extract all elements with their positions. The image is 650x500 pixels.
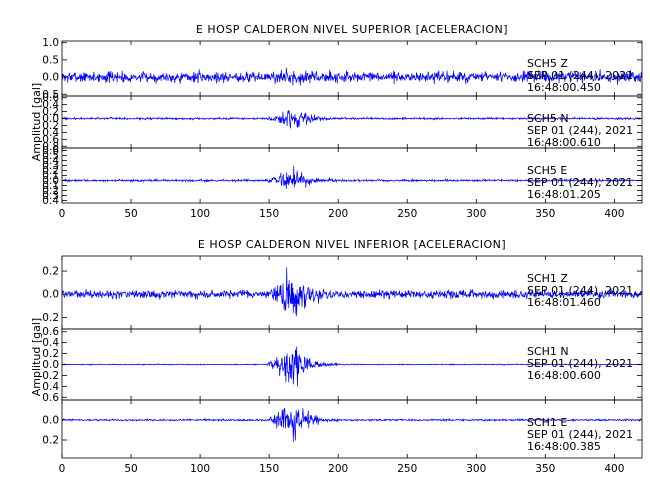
channel-annotation: 16:48:01.460 (527, 296, 601, 309)
waveform-line (61, 67, 643, 86)
y-tick-label: 0.6 (42, 392, 59, 404)
y-tick-label: 0.2 (42, 435, 59, 447)
y-tick-label: 1.0 (42, 37, 59, 49)
y-tick-label: 0.8 (42, 141, 59, 153)
waveform-line (61, 165, 643, 190)
x-tick-label: 100 (190, 208, 210, 220)
y-axis-label: Amplitud [gal] (30, 318, 43, 396)
channel-annotation: SCH1 E (527, 416, 567, 429)
x-tick-label: 200 (328, 463, 348, 475)
channel-annotation: SCH1 Z (527, 272, 568, 285)
y-tick-label: 0.2 (42, 185, 59, 197)
x-tick-label: 350 (535, 208, 555, 220)
y-tick-label: 0.4 (42, 155, 59, 167)
y-tick-label: 0.5 (42, 89, 59, 101)
panel-frame (61, 399, 643, 459)
channel-annotation: SCH5 Z (527, 57, 568, 70)
channel-annotation: SCH5 E (527, 164, 567, 177)
y-tick-label: 0.6 (42, 92, 59, 104)
channel-annotation: 16:48:00.385 (527, 440, 601, 453)
y-tick-label: 0.4 (42, 127, 59, 139)
x-tick-label: 350 (535, 463, 555, 475)
y-tick-label: 0.1 (42, 180, 59, 192)
channel-annotation: SEP 01 (244), 2021 (527, 69, 633, 82)
x-tick-label: 0 (59, 208, 66, 220)
y-tick-label: 0.2 (42, 370, 59, 382)
x-tick-label: 300 (466, 208, 486, 220)
channel-annotation: SCH1 N (527, 345, 569, 358)
y-tick-label: 0.0 (42, 289, 59, 301)
x-tick-label: 150 (259, 208, 279, 220)
channel-annotation: 16:48:01.205 (527, 188, 601, 201)
y-tick-label: 0.0 (42, 72, 59, 84)
y-tick-label: 0.0 (42, 175, 59, 187)
channel-annotation: 16:48:00.450 (527, 81, 601, 94)
y-tick-label: 0.0 (42, 415, 59, 427)
chart-title: E HOSP CALDERON NIVEL SUPERIOR [ACELERAC… (196, 23, 508, 36)
y-tick-label: 0.3 (42, 190, 59, 202)
y-tick-label: 0.6 (42, 145, 59, 157)
y-axis-label: Amplitud [gal] (30, 83, 43, 161)
y-tick-label: 0.5 (42, 150, 59, 162)
y-tick-label: 0.0 (42, 359, 59, 371)
y-tick-label: 0.2 (42, 120, 59, 132)
y-tick-label: 0.0 (42, 113, 59, 125)
y-tick-label: 0.4 (42, 381, 59, 393)
channel-annotation: 16:48:00.610 (527, 136, 601, 149)
channel-annotation: SEP 01 (244), 2021 (527, 428, 633, 441)
lower-level-figure: E HOSP CALDERON NIVEL INFERIOR [ACELERAC… (30, 238, 643, 475)
y-tick-label: 0.6 (42, 326, 59, 338)
waveform-line (61, 407, 643, 442)
chart-title: E HOSP CALDERON NIVEL INFERIOR [ACELERAC… (198, 238, 506, 251)
waveform-line (62, 346, 643, 387)
channel-annotation: SEP 01 (244), 2021 (527, 357, 633, 370)
y-tick-label: 0.2 (42, 312, 59, 324)
x-tick-label: 250 (397, 463, 417, 475)
x-tick-label: 250 (397, 208, 417, 220)
channel-annotation: SEP 01 (244), 2021 (527, 176, 633, 189)
channel-annotation: SEP 01 (244), 2021 (527, 284, 633, 297)
y-tick-label: 0.2 (42, 348, 59, 360)
y-tick-label: 0.4 (42, 195, 59, 207)
x-tick-label: 0 (59, 463, 66, 475)
y-tick-label: 0.5 (42, 54, 59, 66)
x-tick-label: 300 (466, 463, 486, 475)
channel-annotation: 16:48:00.600 (527, 369, 601, 382)
waveform-line (61, 267, 643, 317)
x-tick-label: 400 (604, 463, 624, 475)
y-tick-label: 0.3 (42, 160, 59, 172)
channel-annotation: SEP 01 (244), 2021 (527, 124, 633, 137)
x-tick-label: 100 (190, 463, 210, 475)
channel-annotation: SCH5 N (527, 112, 569, 125)
x-tick-label: 150 (259, 463, 279, 475)
y-tick-label: 0.2 (42, 106, 59, 118)
y-tick-label: 0.6 (42, 134, 59, 146)
x-tick-label: 50 (124, 208, 137, 220)
x-tick-label: 200 (328, 208, 348, 220)
x-tick-label: 400 (604, 208, 624, 220)
y-tick-label: 0.2 (42, 165, 59, 177)
y-tick-label: 0.1 (42, 170, 59, 182)
y-tick-label: 0.2 (42, 266, 59, 278)
y-tick-label: 0.4 (42, 99, 59, 111)
upper-level-figure: E HOSP CALDERON NIVEL SUPERIOR [ACELERAC… (30, 23, 643, 220)
x-tick-label: 50 (124, 463, 137, 475)
waveform-line (62, 110, 643, 129)
y-tick-label: 0.4 (42, 337, 59, 349)
